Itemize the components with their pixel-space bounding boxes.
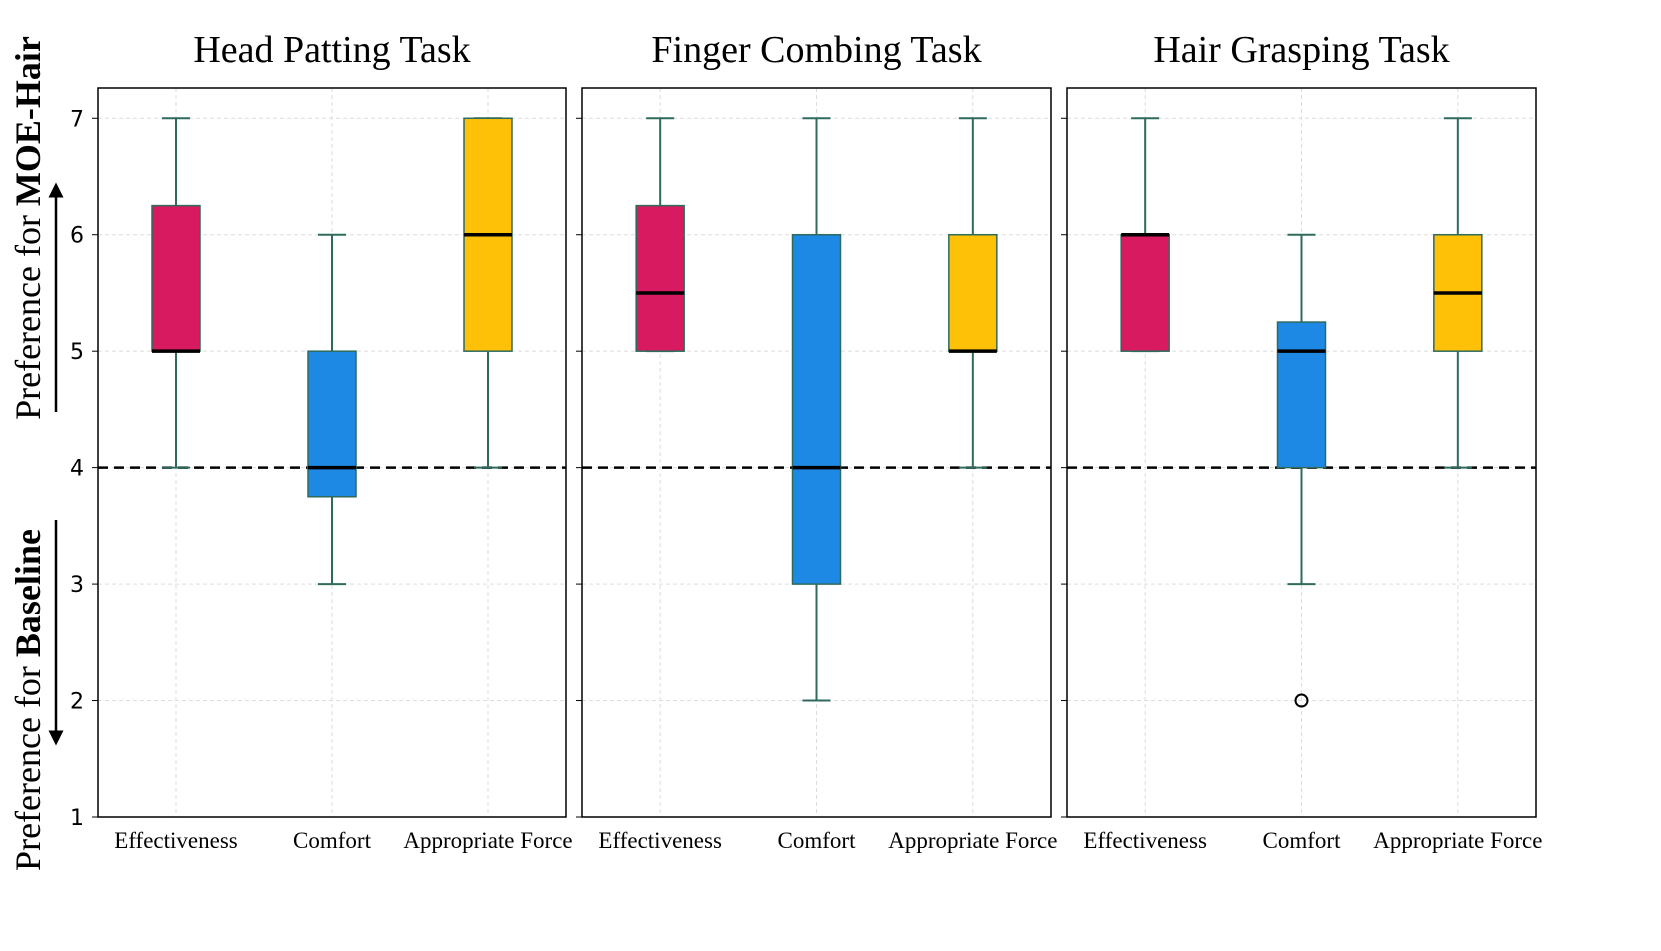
x-tick-label: Appropriate Force [1373,828,1542,853]
y-label-prefix: Preference for [8,666,48,871]
y-label-prefix: Preference for [8,215,48,420]
y-label-lower: Preference for Baseline [8,529,48,871]
x-tick-label: Effectiveness [598,828,722,853]
plot-frame [581,87,1052,818]
y-tick-label: 2 [70,690,84,715]
box [635,204,685,352]
x-tick-label: Effectiveness [114,828,238,853]
outlier [1294,693,1309,708]
box [1120,233,1170,352]
box [791,233,842,585]
x-tick-label: Appropriate Force [888,828,1057,853]
x-tick-label: Appropriate Force [403,828,572,853]
y-tick-label: 6 [70,224,84,249]
box [151,204,201,352]
x-tick-label: Comfort [778,828,857,853]
x-tick-label: Comfort [1263,828,1342,853]
panel-title: Hair Grasping Task [1153,29,1449,71]
x-tick-label: Effectiveness [1083,828,1207,853]
box [1276,321,1327,469]
y-tick-label: 7 [70,107,84,132]
y-tick-label: 4 [70,457,84,482]
box [948,233,998,352]
plot-frame [1066,87,1537,818]
panel-title: Head Patting Task [193,29,470,71]
plot-frame [97,87,567,818]
y-label-emphasis: MOE-Hair [8,36,48,206]
y-tick-label: 5 [70,340,84,365]
y-tick-label: 3 [70,573,84,598]
box [307,350,357,498]
x-tick-label: Comfort [293,828,372,853]
panel-title: Finger Combing Task [651,29,981,71]
y-label-emphasis: Baseline [8,529,48,657]
y-label-upper: Preference for MOE-Hair [8,36,48,420]
y-tick-label: 1 [70,806,84,831]
